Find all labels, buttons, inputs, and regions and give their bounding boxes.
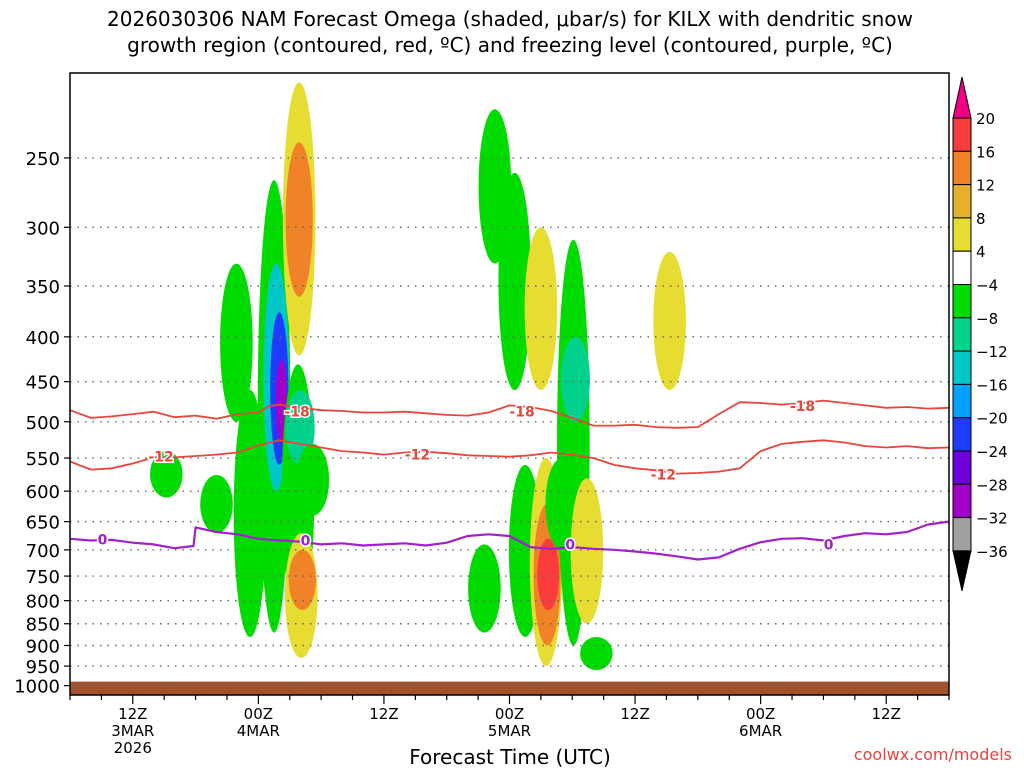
colorbar-label-6: −8 (976, 310, 998, 328)
omega-cell-27 (580, 636, 613, 671)
chart-title-line1: 2026030306 NAM Forecast Omega (shaded, μ… (107, 7, 913, 31)
y-tick-label-700: 700 (26, 541, 60, 562)
contour-label-6: 0 (98, 532, 108, 548)
x-tick-label-0-3: 2026 (114, 739, 152, 757)
y-tick-label-1000: 1000 (14, 677, 60, 698)
colorbar-label-3: 8 (976, 210, 986, 228)
colorbar-label-2: 12 (976, 177, 995, 195)
omega-cell-12 (285, 142, 313, 297)
omega-cell-28 (653, 251, 686, 391)
colorbar-segment-0 (952, 117, 972, 152)
ground-fill (70, 681, 949, 695)
colorbar-segment-1 (952, 150, 972, 186)
contour-label-1: -18 (509, 405, 534, 421)
y-tick-label-350: 350 (26, 277, 60, 298)
omega-cell-26 (570, 478, 604, 624)
contour-label-2: -18 (790, 399, 815, 415)
omega-cell-1 (200, 474, 233, 534)
omega-cell-22 (537, 538, 560, 611)
y-tick-label-500: 500 (26, 413, 60, 434)
contour-labels: -18 -18 -18 -12 -12 -12 0 0 0 0 (96, 398, 835, 555)
colorbar-label-8: −16 (976, 376, 1008, 394)
contour-line-m18 (70, 399, 949, 429)
x-tick-label-1-1: 00Z (244, 705, 273, 723)
omega-cell-19 (524, 227, 558, 391)
colorbar-label-0: 20 (976, 110, 995, 128)
x-tick-label-0-1: 12Z (118, 705, 147, 723)
colorbar-label-9: −20 (976, 410, 1008, 428)
pressure-axis: 2503003504004505005506006507007508008509… (14, 149, 70, 698)
omega-shading (149, 82, 686, 671)
contour-label-5: -12 (651, 467, 676, 483)
colorbar-segment-8 (952, 383, 972, 419)
x-tick-label-1-2: 4MAR (237, 722, 280, 740)
omega-cell-14 (288, 549, 316, 611)
y-tick-label-850: 850 (26, 615, 60, 636)
x-tick-label-0-2: 3MAR (111, 722, 154, 740)
y-tick-label-750: 750 (26, 567, 60, 588)
colorbar-label-12: −32 (976, 510, 1008, 528)
colorbar-segment-7 (952, 350, 972, 385)
colorbar-segment-9 (952, 417, 972, 452)
contour-label-0: -18 (284, 405, 309, 421)
y-tick-label-250: 250 (26, 149, 60, 170)
y-tick-label-450: 450 (26, 373, 60, 394)
omega-cell-7 (275, 359, 287, 444)
x-tick-label-3-1: 00Z (495, 705, 524, 723)
colorbar-label-7: −12 (976, 343, 1008, 361)
colorbar-bottom-arrow (952, 550, 972, 592)
y-tick-label-550: 550 (26, 449, 60, 470)
omega-cell-10 (296, 443, 330, 516)
colorbar-segment-3 (952, 217, 972, 252)
y-tick-label-400: 400 (26, 328, 60, 349)
x-tick-label-6-1: 12Z (872, 705, 901, 723)
colorbar-top-arrow (952, 76, 972, 119)
temperature-contours (70, 399, 949, 561)
chart-title-line2: growth region (contoured, red, ºC) and f… (127, 33, 893, 57)
colorbar-segment-4 (952, 250, 972, 285)
x-axis-label: Forecast Time (UTC) (409, 745, 611, 768)
y-tick-label-650: 650 (26, 513, 60, 534)
colorbar-label-5: −4 (976, 277, 998, 295)
y-tick-label-800: 800 (26, 592, 60, 613)
y-tick-label-300: 300 (26, 218, 60, 239)
contour-line-m12 (70, 439, 949, 475)
x-tick-label-4-1: 12Z (620, 705, 649, 723)
omega-cell-17 (468, 544, 501, 633)
x-tick-label-3-2: 5MAR (488, 722, 531, 740)
contour-label-4: -12 (405, 448, 430, 464)
colorbar-segment-11 (952, 483, 972, 519)
x-tick-label-5-2: 6MAR (739, 722, 782, 740)
x-tick-label-2-1: 12Z (369, 705, 398, 723)
omega-cell-16 (498, 172, 532, 391)
omega-cell-0 (149, 451, 183, 498)
colorbar-segment-2 (952, 184, 972, 219)
omega-colorbar: 20 16 12 8 4 −4 −8 −12 −16 −20 −24 −28 −32 −36 (952, 76, 1008, 592)
contour-label-9: 0 (824, 537, 834, 553)
colorbar-label-13: −36 (976, 543, 1008, 561)
ground-terrain (70, 681, 949, 695)
contour-label-8: 0 (565, 537, 575, 553)
colorbar-label-1: 16 (976, 143, 995, 161)
colorbar-segment-10 (952, 450, 972, 485)
colorbar-label-10: −24 (976, 443, 1008, 461)
x-tick-label-5-1: 00Z (746, 705, 775, 723)
y-tick-label-950: 950 (26, 657, 60, 678)
colorbar-label-11: −28 (976, 476, 1008, 494)
contour-label-3: -12 (148, 450, 173, 466)
y-tick-label-600: 600 (26, 482, 60, 503)
colorbar-segment-12 (952, 517, 972, 552)
y-tick-label-900: 900 (26, 636, 60, 657)
colorbar-segment-5 (952, 284, 972, 319)
contour-line-0 (70, 520, 949, 561)
colorbar-segment-6 (952, 317, 972, 352)
contour-label-7: 0 (301, 533, 311, 549)
watermark: coolwx.com/models (854, 745, 1012, 764)
omega-cell-25 (560, 336, 590, 422)
colorbar-label-4: 4 (976, 243, 986, 261)
